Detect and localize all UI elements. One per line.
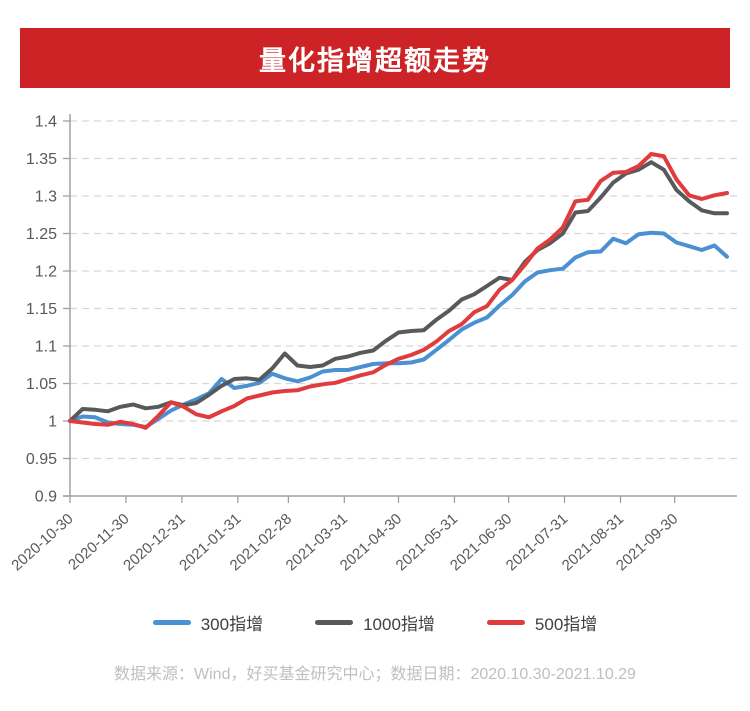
legend-swatch-300-icon xyxy=(152,619,191,625)
legend-swatch-1000-icon xyxy=(315,619,354,625)
y-tick-label: 0.9 xyxy=(35,489,57,506)
source-note: 数据来源：Wind，好买基金研究中心；数据日期：2020.10.30-2021.… xyxy=(114,666,636,683)
legend-label-1000: 1000指增 xyxy=(363,614,435,634)
legend-label-300: 300指增 xyxy=(200,614,264,634)
y-tick-label: 1.4 xyxy=(35,114,57,131)
y-tick-label: 1.3 xyxy=(35,189,57,206)
chart-legend: 300指增 1000指增 500指增 xyxy=(0,608,750,636)
legend-item-300: 300指增 xyxy=(152,610,264,635)
page-title: 量化指增超额走势 xyxy=(259,45,491,76)
series-line-500指增 xyxy=(68,152,729,430)
legend-label-500: 500指增 xyxy=(534,614,598,634)
y-tick-label: 1.15 xyxy=(26,301,57,318)
chart-area: 1.4 1.35 1.3 1.25 1.2 1.15 1.1 1.05 1 0.95 0.9 2020… xyxy=(0,95,750,595)
excess-trend-line-chart: 1.4 1.35 1.3 1.25 1.2 1.15 1.1 1.05 1 0.95 0.9 2020… xyxy=(8,114,737,574)
y-tick-label: 1.05 xyxy=(26,376,57,393)
series-line-300指增 xyxy=(68,230,729,429)
series-line-1000指增 xyxy=(68,160,729,423)
legend-swatch-500-icon xyxy=(486,619,525,625)
x-tick-label: 2020-10-30 xyxy=(8,510,76,574)
y-tick-label: 1.25 xyxy=(26,226,57,243)
legend-item-500: 500指增 xyxy=(486,610,598,635)
y-tick-label: 1 xyxy=(48,414,57,431)
y-tick-label: 1.2 xyxy=(35,264,57,281)
title-banner: 量化指增超额走势 xyxy=(20,28,730,88)
y-tick-label: 1.35 xyxy=(26,151,57,168)
y-tick-label: 0.95 xyxy=(26,451,57,468)
legend-item-1000: 1000指增 xyxy=(315,610,435,635)
y-tick-label: 1.1 xyxy=(35,339,57,356)
